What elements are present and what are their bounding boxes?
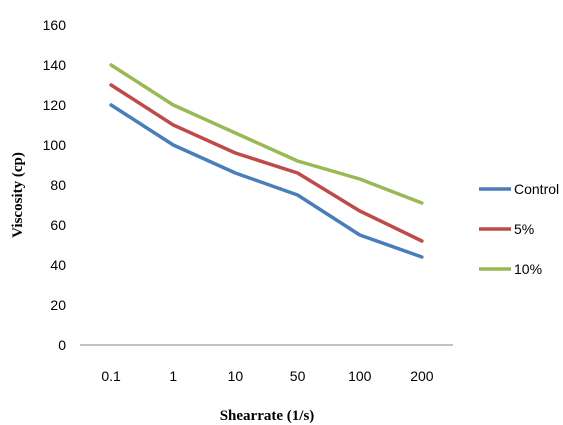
y-tick-label: 20	[50, 297, 66, 313]
x-tick-label: 1	[169, 368, 177, 384]
y-axis-title: Viscosity (cp)	[10, 152, 26, 238]
y-tick-label: 100	[43, 137, 67, 153]
legend-label: 10%	[514, 261, 542, 277]
y-tick-label: 0	[58, 337, 66, 353]
y-tick-label: 160	[43, 17, 67, 33]
series-lines	[109, 63, 424, 259]
y-axis-ticks: 0 20 40 60 80 100 120 140 160	[43, 17, 67, 353]
x-tick-label: 0.1	[101, 368, 121, 384]
legend-label: Control	[514, 181, 559, 197]
legend-label: 5%	[514, 221, 534, 237]
x-tick-label: 100	[348, 368, 372, 384]
legend: Control 5% 10%	[479, 181, 559, 277]
y-tick-label: 60	[50, 217, 66, 233]
x-tick-label: 200	[410, 368, 434, 384]
x-tick-label: 50	[290, 368, 306, 384]
x-axis-title: Shearrate (1/s)	[220, 408, 315, 424]
y-tick-label: 40	[50, 257, 66, 273]
x-axis-ticks: 0.1 1 10 50 100 200	[101, 368, 433, 384]
series-line-5-	[109, 83, 424, 243]
y-tick-label: 80	[50, 177, 66, 193]
series-line-control	[109, 103, 424, 259]
y-tick-label: 120	[43, 97, 67, 113]
series-line-10-	[109, 63, 424, 205]
y-tick-label: 140	[43, 57, 67, 73]
x-tick-label: 10	[228, 368, 244, 384]
